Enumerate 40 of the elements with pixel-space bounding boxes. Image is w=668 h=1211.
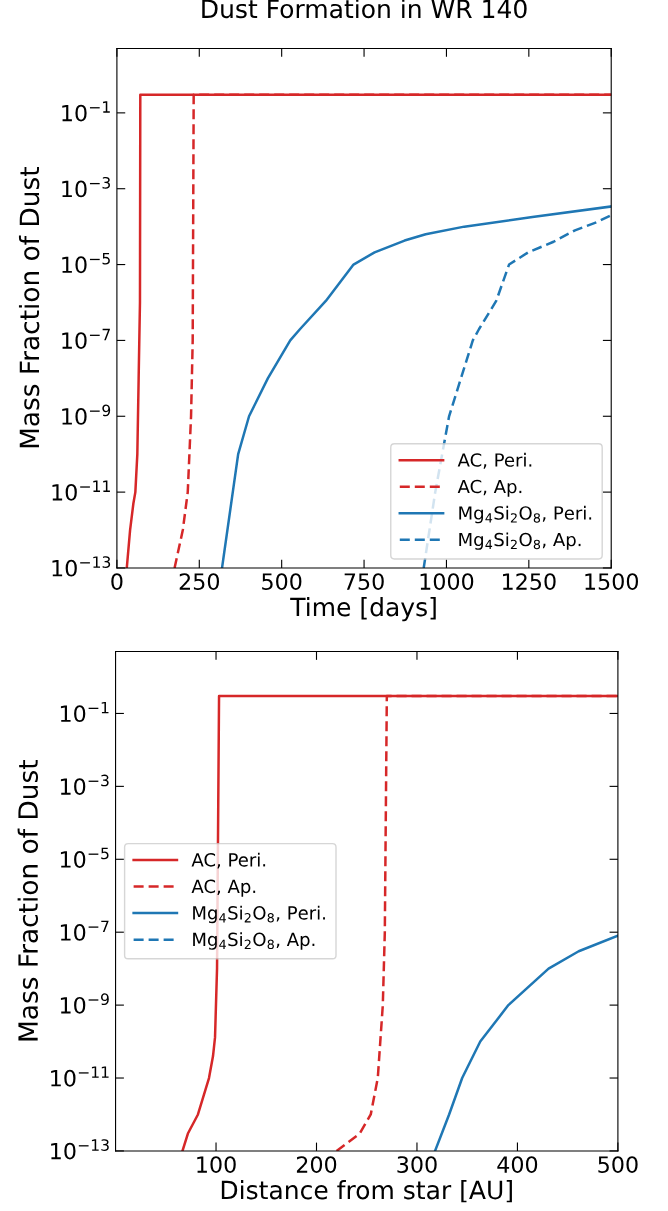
legend-label: AC, Ap. [457,479,522,497]
x-tick-label: 750 [344,573,384,591]
y-tick-label: 10$^{−13}$ [51,1139,109,1160]
y-tick-label: 10$^{−1}$ [62,101,110,122]
y-tick-label: 10$^{−13}$ [52,556,111,577]
x-tick-label: 500 [598,1156,638,1173]
line-series [433,934,618,1151]
y-tick-label: 10$^{−7}$ [60,920,109,941]
y-tick-label: 10$^{−11}$ [52,480,110,501]
legend-label: Mg$_{4}$Si$_{2}$O$_{8}$, Peri. [193,905,325,924]
x-tick-label: 250 [179,573,220,591]
y-axis-title: Mass Fraction of Dust [18,167,40,448]
line-series [220,205,612,568]
x-tick-label: 1500 [585,573,639,591]
legend-label: AC, Ap. [191,879,256,897]
x-axis-title: Time [days] [290,597,436,622]
legend-label: Mg$_{4}$Si$_{2}$O$_{8}$, Ap. [459,532,581,550]
x-tick-label: 1000 [420,573,474,591]
legend-label: AC, Peri. [191,852,266,869]
y-tick-label: 10$^{−3}$ [60,774,109,795]
legend-label: Mg$_{4}$Si$_{2}$O$_{8}$, Ap. [193,932,315,950]
x-tick-label: 400 [497,1156,538,1173]
y-tick-label: 10$^{−3}$ [62,176,110,198]
x-tick-label: 100 [197,1156,236,1173]
y-tick-label: 10$^{−9}$ [62,404,111,425]
legend-label: Mg$_{4}$Si$_{2}$O$_{8}$, Peri. [459,505,592,524]
y-tick-label: 10$^{−7}$ [62,328,110,350]
x-tick-label: 1250 [503,573,556,591]
legend-label: AC, Peri. [457,452,532,469]
y-tick-label: 10$^{−1}$ [60,701,109,723]
y-tick-label: 10$^{−9}$ [60,993,109,1014]
x-tick-label: 500 [262,573,302,591]
x-tick-label: 300 [397,1156,437,1173]
x-tick-label: 0 [111,573,123,591]
y-axis-title: Mass Fraction of Dust [17,760,39,1041]
x-axis-title: Distance from star [AU] [221,1180,512,1203]
x-tick-label: 200 [296,1156,337,1173]
y-tick-label: 10$^{−5}$ [62,253,110,274]
y-tick-label: 10$^{−11}$ [51,1066,109,1087]
y-tick-label: 10$^{−5}$ [60,847,109,868]
